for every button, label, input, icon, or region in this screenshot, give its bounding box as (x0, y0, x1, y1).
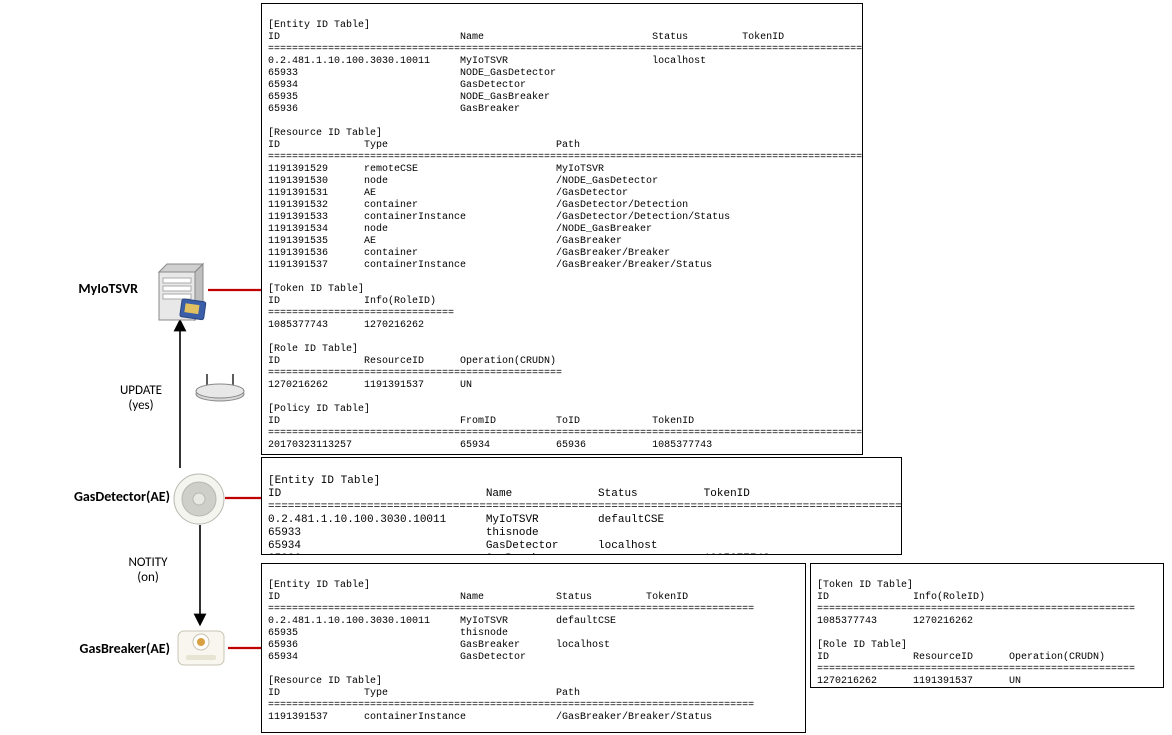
gas-breaker-icon (172, 623, 232, 673)
server-icon (145, 258, 215, 328)
router-icon (193, 370, 247, 406)
label-detector: GasDetector(AE) (40, 488, 170, 505)
label-update: UPDATE (yes) (108, 383, 174, 413)
label-breaker: GasBreaker(AE) (46, 640, 170, 657)
label-server: MyIoTSVR (38, 280, 138, 297)
label-notify: NOTITY (on) (115, 555, 181, 585)
gas-detector-icon (172, 472, 226, 526)
